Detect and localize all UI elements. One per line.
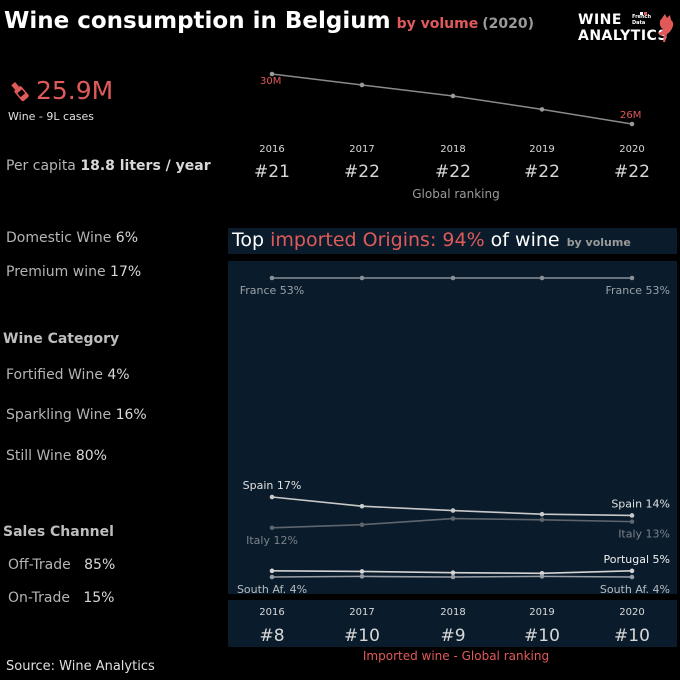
origin-point [629,519,635,524]
import-ranking-value: #9 [440,626,465,646]
title-measure: by volume [396,16,479,32]
origin-point [539,511,545,517]
imports-title-bar [228,228,677,254]
origin-point [450,574,456,580]
page-title: Wine consumption in Belgium by volume (202… [4,8,534,34]
import-ranking-value: #10 [614,626,650,646]
origin-point [629,568,635,574]
origin-end-label: Italy 13% [618,528,670,541]
year-tick-label: 2016 [259,144,284,155]
origin-point [450,516,456,521]
volume-point [629,121,635,127]
import-ranking-value: #8 [259,626,284,646]
origin-point [359,574,365,579]
total-volume-kpi: 25.9M [8,76,113,105]
year-tick-label: 2017 [349,144,374,155]
imports-ranking-panel [228,600,677,647]
origin-end-label: South Af. 4% [600,583,670,596]
source-note: Source: Wine Analytics [6,659,155,674]
category-item: Sparkling Wine 16% [6,407,147,423]
origin-point [629,513,635,518]
volume-first-label: 30M [260,76,281,87]
import-year-tick-label: 2016 [259,607,284,618]
origin-point [269,574,275,580]
year-tick-label: 2020 [619,144,644,155]
volume-trend-line [271,73,633,125]
origin-end-label: Portugal 5% [603,553,670,566]
origin-point [359,522,365,527]
volume-point [450,93,456,99]
volume-point [359,82,365,88]
wine-bottle-icon [11,81,29,101]
category-item: Fortified Wine 4% [6,367,130,383]
global-ranking-label: Global ranking [412,187,500,201]
imports-title: Top imported Origins: 94% of wine by vol… [232,229,631,251]
rooster-icon [640,12,674,42]
origin-point [269,568,275,574]
channel-item: On-Trade 15% [8,590,115,606]
origin-point [359,503,365,509]
total-volume-caption: Wine - 9L cases [8,110,95,123]
logo-line2: ANALYTICS [578,28,669,44]
origin-point [269,494,275,500]
global-ranking-value: #22 [344,162,380,182]
origin-end-label: France 53% [605,284,670,297]
origin-point [539,275,545,281]
import-year-tick-label: 2020 [619,607,644,618]
title-main: Wine consumption in Belgium [4,8,391,34]
premium-wine-stat: Premium wine 17% [6,264,142,280]
origin-point [450,275,456,281]
import-year-tick-label: 2018 [440,607,465,618]
volume-point [269,71,275,77]
origin-line-spain [271,496,633,517]
origin-end-label: Spain 14% [611,497,670,510]
year-tick-label: 2019 [529,144,554,155]
volume-last-label: 26M [620,110,641,121]
origin-point [539,517,545,523]
per-capita: Per capita 18.8 liters / year [6,158,211,174]
total-volume-value: 25.9M [36,76,114,105]
title-year: (2020) [482,16,534,32]
origin-point [359,275,365,281]
import-ranking-value: #10 [344,626,380,646]
origin-start-label: South Af. 4% [237,583,307,596]
import-ranking-value: #10 [524,626,560,646]
year-tick-label: 2018 [440,144,465,155]
sales-channel-header: Sales Channel [3,524,114,540]
import-year-tick-label: 2019 [529,607,554,618]
origin-point [269,275,275,281]
wine-analytics-logo: WINE French Data ANALYTICS [576,10,676,50]
global-ranking-value: #22 [614,162,650,182]
global-ranking-value: #22 [524,162,560,182]
volume-point [539,107,545,112]
logo-line1: WINE [578,12,622,28]
origin-point [629,275,635,281]
origin-start-label: Italy 12% [246,534,298,547]
category-item: Still Wine 80% [6,448,107,464]
global-ranking-value: #22 [435,162,471,182]
channel-item: Off-Trade 85% [8,557,116,573]
origin-point [450,570,456,575]
import-ranking-label: Imported wine - Global ranking [363,649,549,663]
global-ranking-value: #21 [254,162,290,182]
origin-point [359,569,365,574]
wine-category-header: Wine Category [3,331,120,347]
imports-chart-panel [228,261,677,594]
origin-point [539,574,545,579]
origin-point [629,574,635,580]
domestic-wine-stat: Domestic Wine 6% [6,230,138,246]
origin-start-label: France 53% [240,284,305,297]
origin-point [450,508,456,513]
import-year-tick-label: 2017 [349,607,374,618]
origin-start-label: Spain 17% [243,479,302,492]
logo-tag: French Data [632,14,652,26]
origin-point [269,525,275,531]
